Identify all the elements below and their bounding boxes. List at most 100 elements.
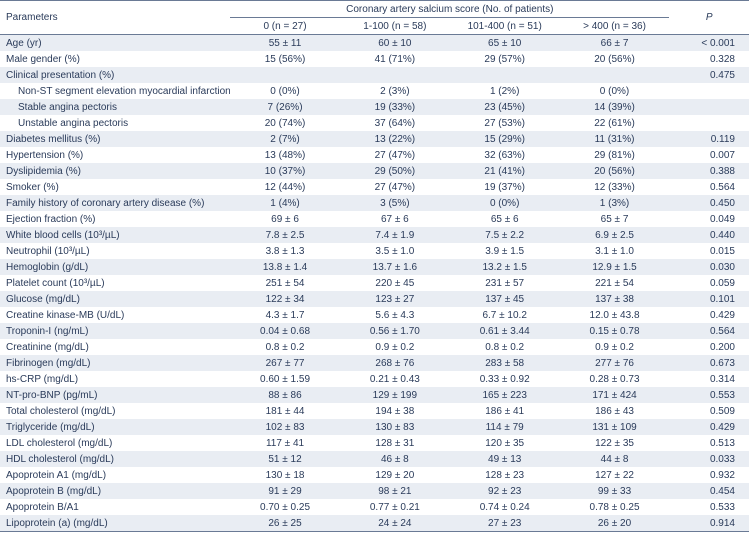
param-cell: Clinical presentation (%) (0, 67, 230, 83)
value-cell: 19 (37%) (450, 179, 560, 195)
table-row: Creatine kinase-MB (U/dL)4.3 ± 1.75.6 ± … (0, 307, 749, 323)
value-cell: 26 ± 25 (230, 515, 340, 532)
value-cell: 13.2 ± 1.5 (450, 259, 560, 275)
value-cell: 128 ± 23 (450, 467, 560, 483)
table-row: Clinical presentation (%)0.475 (0, 67, 749, 83)
param-cell: Hypertension (%) (0, 147, 230, 163)
table-row: hs-CRP (mg/dL)0.60 ± 1.590.21 ± 0.430.33… (0, 371, 749, 387)
header-p: P (669, 1, 749, 35)
table-row: Troponin-I (ng/mL)0.04 ± 0.680.56 ± 1.70… (0, 323, 749, 339)
header-group-1: 1-100 (n = 58) (340, 18, 450, 35)
value-cell: 27 (47%) (340, 147, 450, 163)
param-cell: Family history of coronary artery diseas… (0, 195, 230, 211)
param-cell: Lipoprotein (a) (mg/dL) (0, 515, 230, 532)
table-row: Triglyceride (mg/dL)102 ± 83130 ± 83114 … (0, 419, 749, 435)
value-cell: 44 ± 8 (560, 451, 670, 467)
param-cell: LDL cholesterol (mg/dL) (0, 435, 230, 451)
value-cell: 91 ± 29 (230, 483, 340, 499)
value-cell: 123 ± 27 (340, 291, 450, 307)
value-cell: 137 ± 38 (560, 291, 670, 307)
value-cell: 3 (5%) (340, 195, 450, 211)
p-value-cell: 0.429 (669, 307, 749, 323)
param-cell: Diabetes mellitus (%) (0, 131, 230, 147)
p-value-cell: 0.030 (669, 259, 749, 275)
param-cell: Unstable angina pectoris (0, 115, 230, 131)
value-cell: 3.5 ± 1.0 (340, 243, 450, 259)
calcium-score-table: Parameters Coronary artery salcium score… (0, 0, 749, 532)
value-cell: 0.8 ± 0.2 (450, 339, 560, 355)
value-cell: 3.8 ± 1.3 (230, 243, 340, 259)
value-cell (230, 67, 340, 83)
value-cell: 267 ± 77 (230, 355, 340, 371)
value-cell: 3.1 ± 1.0 (560, 243, 670, 259)
value-cell (560, 67, 670, 83)
table-row: Smoker (%)12 (44%)27 (47%)19 (37%)12 (33… (0, 179, 749, 195)
value-cell: 7 (26%) (230, 99, 340, 115)
value-cell: 65 ± 10 (450, 35, 560, 52)
value-cell: 0.15 ± 0.78 (560, 323, 670, 339)
value-cell: 37 (64%) (340, 115, 450, 131)
value-cell: 220 ± 45 (340, 275, 450, 291)
value-cell: 19 (33%) (340, 99, 450, 115)
value-cell: 186 ± 41 (450, 403, 560, 419)
value-cell: 21 (41%) (450, 163, 560, 179)
p-value-cell: 0.119 (669, 131, 749, 147)
value-cell: 181 ± 44 (230, 403, 340, 419)
header-group-3: > 400 (n = 36) (560, 18, 670, 35)
value-cell: 41 (71%) (340, 51, 450, 67)
table-row: Hypertension (%)13 (48%)27 (47%)32 (63%)… (0, 147, 749, 163)
p-value-cell: 0.440 (669, 227, 749, 243)
param-cell: Creatine kinase-MB (U/dL) (0, 307, 230, 323)
value-cell: 1 (3%) (560, 195, 670, 211)
table-row: Lipoprotein (a) (mg/dL)26 ± 2524 ± 2427 … (0, 515, 749, 532)
table-row: Creatinine (mg/dL)0.8 ± 0.20.9 ± 0.20.8 … (0, 339, 749, 355)
value-cell: 114 ± 79 (450, 419, 560, 435)
value-cell: 7.8 ± 2.5 (230, 227, 340, 243)
value-cell: 283 ± 58 (450, 355, 560, 371)
p-value-cell: 0.914 (669, 515, 749, 532)
value-cell: 0.9 ± 0.2 (340, 339, 450, 355)
header-group-0: 0 (n = 27) (230, 18, 340, 35)
value-cell: 0.74 ± 0.24 (450, 499, 560, 515)
p-value-cell: 0.101 (669, 291, 749, 307)
value-cell: 165 ± 223 (450, 387, 560, 403)
table-row: Apoprotein B (mg/dL)91 ± 2998 ± 2192 ± 2… (0, 483, 749, 499)
value-cell: 0.33 ± 0.92 (450, 371, 560, 387)
table-row: Family history of coronary artery diseas… (0, 195, 749, 211)
value-cell: 0 (0%) (450, 195, 560, 211)
table-row: Fibrinogen (mg/dL)267 ± 77268 ± 76283 ± … (0, 355, 749, 371)
value-cell: 13.8 ± 1.4 (230, 259, 340, 275)
value-cell: 13 (22%) (340, 131, 450, 147)
value-cell: 12.0 ± 43.8 (560, 307, 670, 323)
p-value-cell: 0.328 (669, 51, 749, 67)
p-value-cell: 0.049 (669, 211, 749, 227)
value-cell: 27 ± 23 (450, 515, 560, 532)
param-cell: NT-pro-BNP (pg/mL) (0, 387, 230, 403)
value-cell: 277 ± 76 (560, 355, 670, 371)
param-cell: Platelet count (10³/µL) (0, 275, 230, 291)
table-row: Glucose (mg/dL)122 ± 34123 ± 27137 ± 451… (0, 291, 749, 307)
value-cell: 20 (56%) (560, 163, 670, 179)
value-cell: 12 (33%) (560, 179, 670, 195)
value-cell: 65 ± 7 (560, 211, 670, 227)
value-cell: 6.7 ± 10.2 (450, 307, 560, 323)
value-cell: 46 ± 8 (340, 451, 450, 467)
value-cell: 0.78 ± 0.25 (560, 499, 670, 515)
value-cell: 92 ± 23 (450, 483, 560, 499)
table-row: Ejection fraction (%)69 ± 667 ± 665 ± 66… (0, 211, 749, 227)
param-cell: Apoprotein B (mg/dL) (0, 483, 230, 499)
p-value-cell: 0.059 (669, 275, 749, 291)
value-cell: 171 ± 424 (560, 387, 670, 403)
p-value-cell: 0.007 (669, 147, 749, 163)
value-cell: 65 ± 6 (450, 211, 560, 227)
p-value-cell: 0.200 (669, 339, 749, 355)
value-cell: 194 ± 38 (340, 403, 450, 419)
p-value-cell: 0.454 (669, 483, 749, 499)
p-value-cell: 0.673 (669, 355, 749, 371)
param-cell: Apoprotein A1 (mg/dL) (0, 467, 230, 483)
p-value-cell: 0.429 (669, 419, 749, 435)
value-cell: 129 ± 20 (340, 467, 450, 483)
value-cell: 231 ± 57 (450, 275, 560, 291)
p-value-cell: 0.388 (669, 163, 749, 179)
value-cell: 10 (37%) (230, 163, 340, 179)
